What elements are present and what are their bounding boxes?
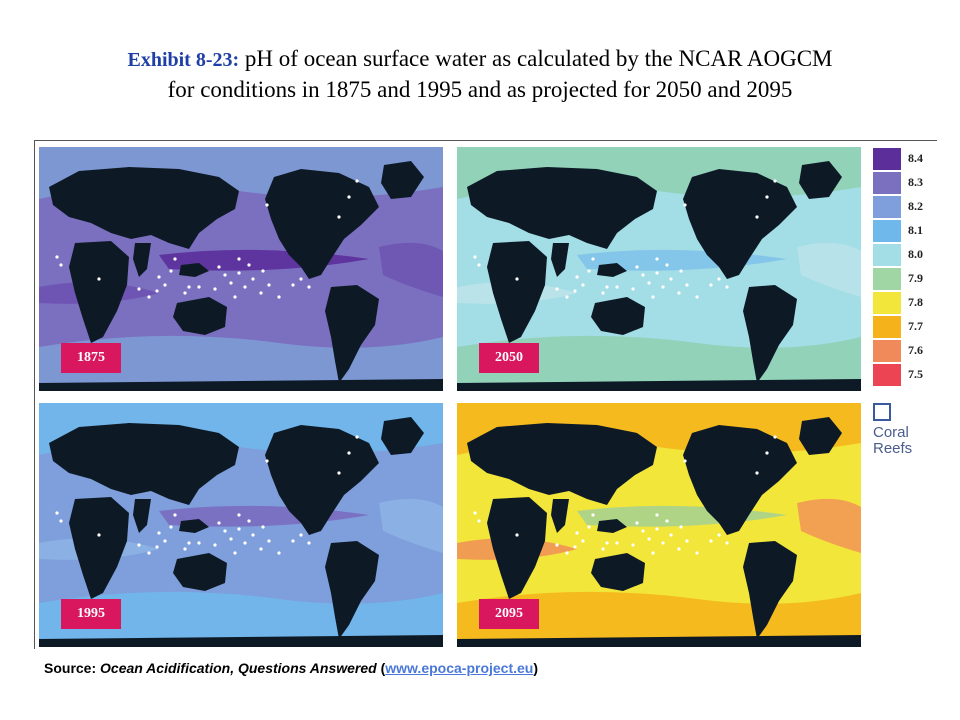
coral-label-line-2: Reefs	[873, 440, 913, 457]
legend-label: 7.7	[908, 319, 923, 333]
exhibit-number: Exhibit 8-23:	[127, 49, 240, 71]
legend-label: 7.5	[908, 367, 923, 381]
legend-item-7.6: 7.6	[873, 339, 937, 363]
coral-reef-legend-label: Coral Reefs	[873, 425, 937, 457]
legend-label: 8.4	[908, 151, 923, 165]
source-close: )	[533, 660, 539, 676]
legend-label: 8.1	[908, 223, 923, 237]
map-panel-1875: 1875	[39, 147, 443, 391]
legend-swatch	[873, 148, 901, 170]
map-panel-1995: 1995	[39, 403, 443, 647]
legend-item-7.8: 7.8	[873, 291, 937, 315]
coral-label-line-1: Coral	[873, 424, 909, 441]
legend-item-8.0: 8.0	[873, 243, 937, 267]
legend-label: 8.3	[908, 175, 923, 189]
legend-item-8.1: 8.1	[873, 219, 937, 243]
legend-item-7.5: 7.5	[873, 363, 937, 387]
source-prefix: Source:	[44, 660, 101, 676]
legend-label: 7.6	[908, 343, 923, 357]
source-link[interactable]: www.epoca-project.eu	[385, 660, 534, 676]
legend-label: 7.9	[908, 271, 923, 285]
legend-item-8.4: 8.4	[873, 147, 937, 171]
title-line-1: pH of ocean surface water as calculated …	[244, 46, 833, 71]
title-line-2: for conditions in 1875 and 1995 and as p…	[167, 77, 793, 102]
legend-swatch	[873, 172, 901, 194]
legend-swatch	[873, 196, 901, 218]
legend-item-8.2: 8.2	[873, 195, 937, 219]
legend-swatch	[873, 316, 901, 338]
legend-label: 8.0	[908, 247, 923, 261]
source-work: Ocean Acidification, Questions Answered	[100, 660, 377, 676]
legend-swatch	[873, 244, 901, 266]
legend-swatch	[873, 364, 901, 386]
year-label-2095: 2095	[479, 599, 539, 629]
year-label-2050: 2050	[479, 343, 539, 373]
legend-swatch	[873, 220, 901, 242]
year-label-1875: 1875	[61, 343, 121, 373]
legend-swatch	[873, 268, 901, 290]
year-label-1995: 1995	[61, 599, 121, 629]
legend-swatch	[873, 292, 901, 314]
map-panel-2095: 2095	[457, 403, 861, 647]
coral-reef-legend-swatch	[873, 403, 891, 421]
exhibit-title: Exhibit 8-23: pH of ocean surface water …	[40, 44, 920, 105]
legend-swatch	[873, 340, 901, 362]
legend-label: 7.8	[908, 295, 923, 309]
legend-label: 8.2	[908, 199, 923, 213]
map-panel-2050: 2050	[457, 147, 861, 391]
legend-item-8.3: 8.3	[873, 171, 937, 195]
source-open: (	[376, 660, 386, 676]
legend-item-7.7: 7.7	[873, 315, 937, 339]
source-citation: Source: Ocean Acidification, Questions A…	[44, 660, 538, 676]
legend-item-7.9: 7.9	[873, 267, 937, 291]
ph-maps-figure: 1875 2050 1995 2095 8.4 8.3 8.2 8.1 8.0 7.9 7.…	[34, 140, 937, 649]
